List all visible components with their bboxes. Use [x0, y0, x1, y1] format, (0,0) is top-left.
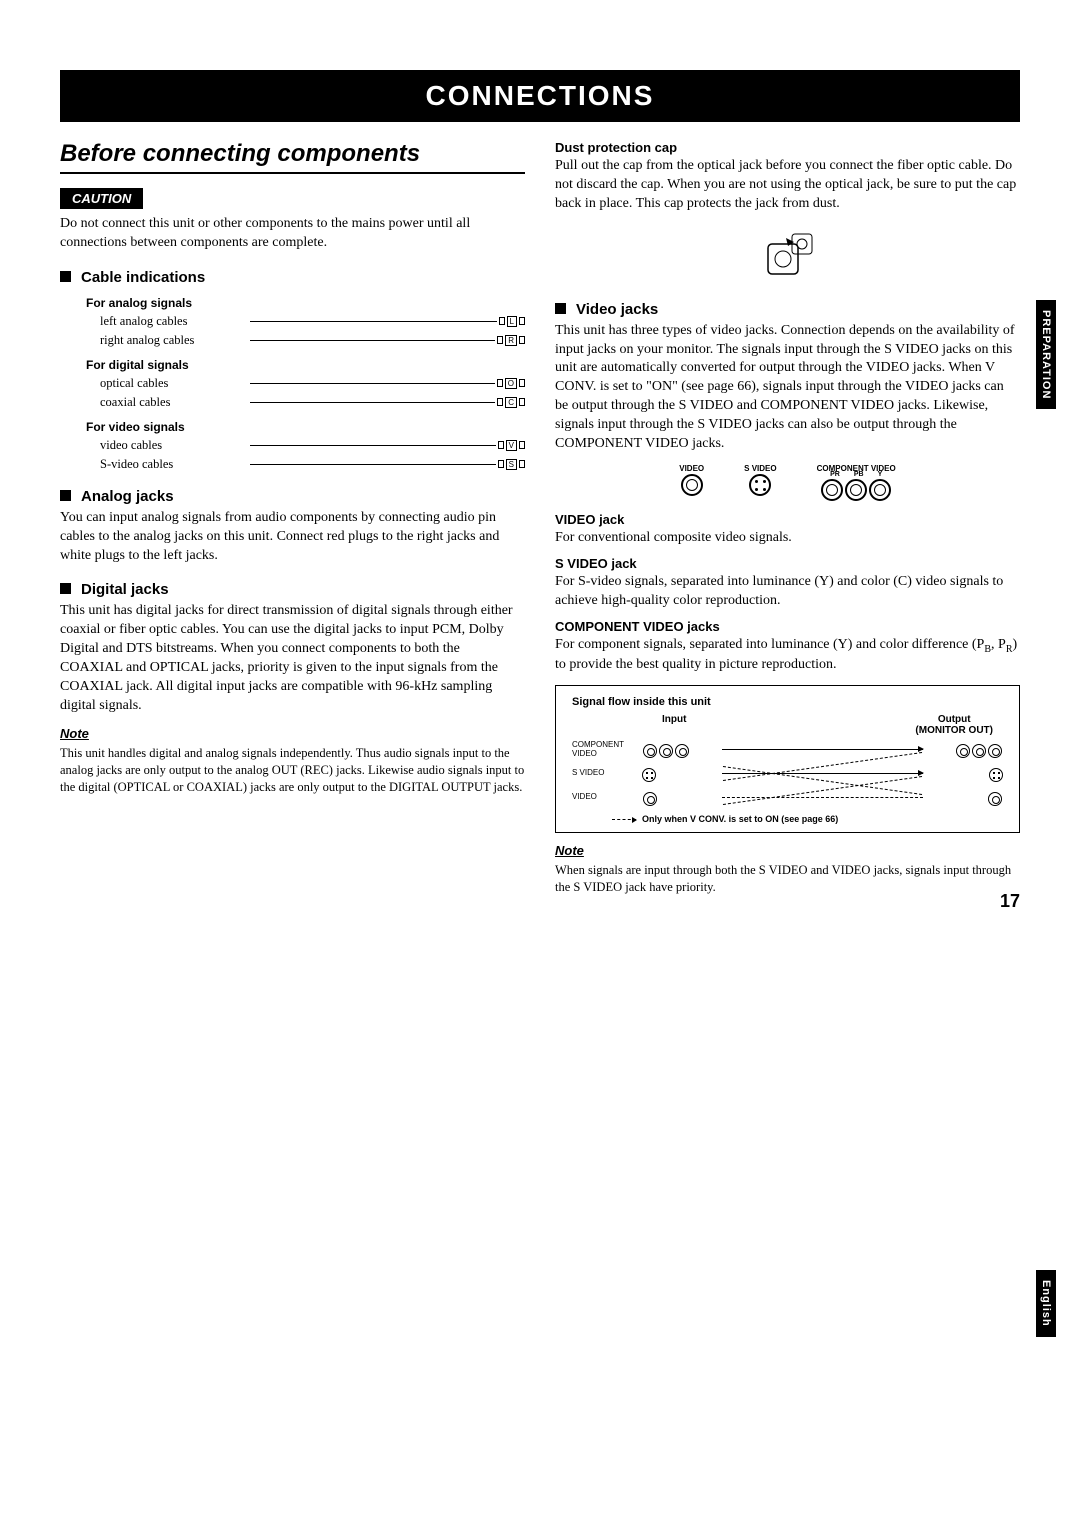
video-jack-sub: VIDEO jack [555, 512, 1020, 527]
bottom-note-body: When signals are input through both the … [555, 862, 1020, 896]
dust-cap-heading: Dust protection cap [555, 140, 1020, 155]
cable-indications-heading: Cable indications [60, 269, 525, 286]
component-jack-sub-body: For component signals, separated into lu… [555, 636, 1020, 675]
right-column: Dust protection cap Pull out the cap fro… [555, 140, 1020, 902]
component-jack-sub: COMPONENT VIDEO jacks [555, 619, 1020, 634]
section-title: Before connecting components [60, 140, 525, 174]
caution-text: Do not connect this unit or other compon… [60, 215, 525, 253]
note-label-digital: Note [60, 726, 525, 741]
video-jacks-heading: Video jacks [555, 301, 1020, 318]
analog-jacks-body: You can input analog signals from audio … [60, 509, 525, 566]
svideo-jack-sub: S VIDEO jack [555, 556, 1020, 571]
caution-badge: CAUTION [60, 188, 143, 209]
video-jack-diagram: VIDEO S VIDEO COMPONENT VIDEO PRPBY [555, 464, 1020, 502]
signal-flow-diagram: Signal flow inside this unit Input Outpu… [555, 685, 1020, 833]
dust-cap-figure [555, 224, 1020, 285]
analog-jacks-heading: Analog jacks [60, 488, 525, 505]
digital-note-body: This unit handles digital and analog sig… [60, 745, 525, 796]
video-jacks-body: This unit has three types of video jacks… [555, 322, 1020, 454]
video-jack-sub-body: For conventional composite video signals… [555, 529, 1020, 548]
note-label-bottom: Note [555, 843, 1020, 858]
dust-cap-body: Pull out the cap from the optical jack b… [555, 157, 1020, 214]
side-tab-preparation: PREPARATION [1036, 300, 1056, 409]
digital-jacks-body: This unit has digital jacks for direct t… [60, 602, 525, 715]
dust-cap-icon [758, 224, 818, 280]
digital-jacks-heading: Digital jacks [60, 581, 525, 598]
svideo-jack-sub-body: For S-video signals, separated into lumi… [555, 573, 1020, 611]
page-banner: CONNECTIONS [60, 70, 1020, 122]
svideo-jack-icon [749, 474, 771, 496]
page-number: 17 [1000, 891, 1020, 912]
side-tab-english: English [1036, 1270, 1056, 1337]
left-column: Before connecting components CAUTION Do … [60, 140, 525, 902]
video-jack-icon [681, 474, 703, 496]
component-jack-icon [821, 479, 843, 501]
cable-indications-block: For analog signals left analog cablesL r… [86, 296, 525, 472]
